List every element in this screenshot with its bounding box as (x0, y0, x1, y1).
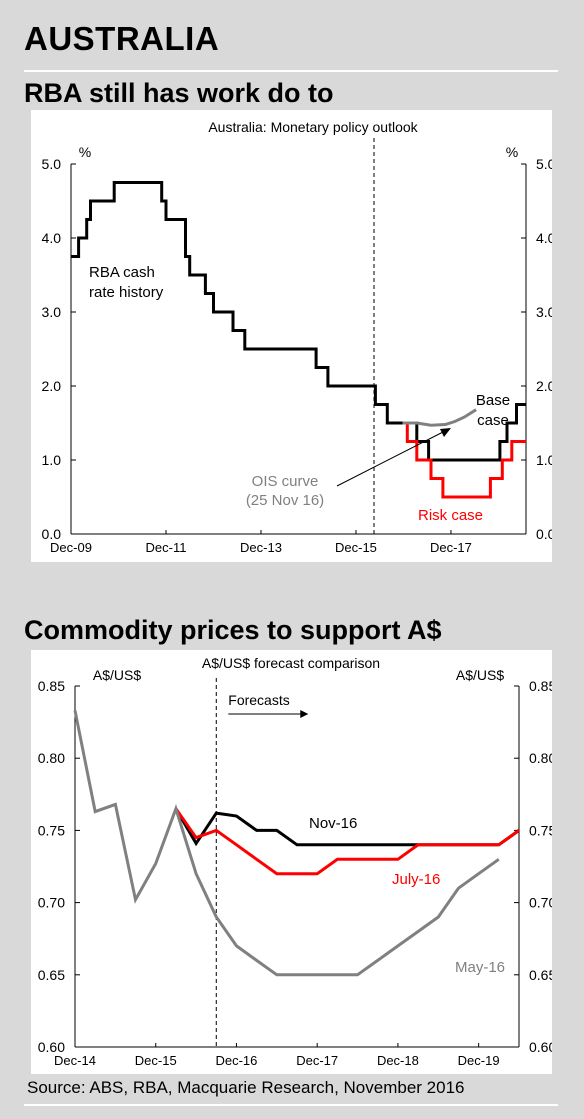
ois-arrow-line (336, 430, 446, 487)
y-tick-label-right: 3.0 (536, 304, 552, 320)
y-tick-label-right: 0.70 (529, 895, 552, 911)
forecasts-arrow-head (300, 710, 309, 718)
annotation-ois-curve: (25 Nov 16) (246, 492, 324, 509)
y-tick-label-right: 0.85 (529, 678, 552, 694)
y-tick-label-right: 1.0 (536, 452, 552, 468)
y-tick-label-left: 5.0 (42, 156, 62, 172)
x-tick-label: Dec-17 (430, 540, 472, 555)
x-tick-label: Dec-15 (135, 1053, 177, 1068)
series-line-may-16 (73, 710, 500, 977)
y-tick-label-right: 4.0 (536, 230, 552, 246)
y-tick-label-left: 1.0 (42, 452, 62, 468)
y-tick-label-left: 0.75 (38, 822, 65, 838)
y-tick-label-right: 2.0 (536, 378, 552, 394)
chart-panel-monetary-policy: 0.0 0.0 1.0 1.0 2.0 2.0 3.0 3.0 4.0 4.0 5.0 5.0 Dec-… (31, 110, 552, 562)
chart-title: A$/US$ forecast comparison (202, 655, 380, 671)
series-label-may-16: May-16 (455, 959, 505, 976)
ois-arrow-head (440, 428, 451, 437)
y-axis-unit-left: A$/US$ (93, 667, 141, 683)
section-heading-rba: RBA still has work do to (24, 78, 334, 108)
annotation-ois-curve: OIS curve (252, 473, 319, 490)
annotation-risk-case: Risk case (418, 507, 483, 524)
y-tick-label-left: 0.0 (42, 526, 62, 542)
series-line-july-16 (174, 807, 520, 876)
y-tick-label-left: 0.60 (38, 1039, 65, 1055)
annotation-rba-history: rate history (89, 284, 164, 301)
y-tick-label-left: 2.0 (42, 378, 62, 394)
source-note: Source: ABS, RBA, Macquarie Research, No… (27, 1078, 465, 1097)
series-line-ois-curve-25-nov-16 (402, 408, 477, 427)
x-tick-label: Dec-19 (458, 1053, 500, 1068)
title-divider (24, 70, 558, 72)
series-line-base-case (402, 403, 526, 462)
y-axis-unit-left: % (79, 144, 91, 160)
annotation-base-case: case (477, 412, 509, 429)
x-tick-label: Dec-14 (54, 1053, 96, 1068)
x-tick-label: Dec-16 (215, 1053, 257, 1068)
y-axis-unit-right: % (506, 144, 518, 160)
y-tick-label-left: 0.85 (38, 678, 65, 694)
y-tick-label-right: 0.80 (529, 750, 552, 766)
chart-panel-aud-forecast: 0.60 0.60 0.65 0.65 0.70 0.70 0.75 0.75 0.80 0.80… (31, 650, 552, 1074)
series-line-rba-cash-rate-history (71, 181, 403, 425)
y-tick-label-left: 0.65 (38, 967, 65, 983)
series-line-risk-case (402, 421, 526, 499)
y-tick-label-right: 5.0 (536, 156, 552, 172)
x-tick-label: Dec-15 (335, 540, 377, 555)
y-tick-label-right: 0.75 (529, 822, 552, 838)
aud-forecast-chart: 0.60 0.60 0.65 0.65 0.70 0.70 0.75 0.75 0.80 0.80… (38, 655, 552, 1068)
y-tick-label-left: 0.80 (38, 750, 65, 766)
footer-divider (24, 1104, 558, 1106)
y-tick-label-left: 0.70 (38, 895, 65, 911)
annotation-rba-history: RBA cash (89, 264, 155, 281)
series-label-july-16: July-16 (392, 871, 440, 888)
series-label-nov-16: Nov-16 (309, 815, 357, 832)
x-tick-label: Dec-13 (240, 540, 282, 555)
y-tick-label-right: 0.60 (529, 1039, 552, 1055)
y-tick-label-right: 0.0 (536, 526, 552, 542)
monetary-policy-chart: 0.0 0.0 1.0 1.0 2.0 2.0 3.0 3.0 4.0 4.0 5.0 5.0 Dec-… (42, 119, 552, 555)
y-tick-label-left: 4.0 (42, 230, 62, 246)
page-title: AUSTRALIA (24, 20, 220, 57)
y-tick-label-left: 3.0 (42, 304, 62, 320)
annotation-base-case: Base (476, 392, 510, 409)
section-heading-commodity: Commodity prices to support A$ (24, 615, 442, 645)
x-tick-label: Dec-18 (377, 1053, 419, 1068)
x-tick-label: Dec-09 (50, 540, 92, 555)
forecasts-label: Forecasts (228, 692, 289, 708)
y-axis-unit-right: A$/US$ (456, 667, 504, 683)
x-tick-label: Dec-17 (296, 1053, 338, 1068)
x-tick-label: Dec-11 (146, 540, 187, 555)
y-tick-label-right: 0.65 (529, 967, 552, 983)
chart-title: Australia: Monetary policy outlook (208, 119, 418, 135)
